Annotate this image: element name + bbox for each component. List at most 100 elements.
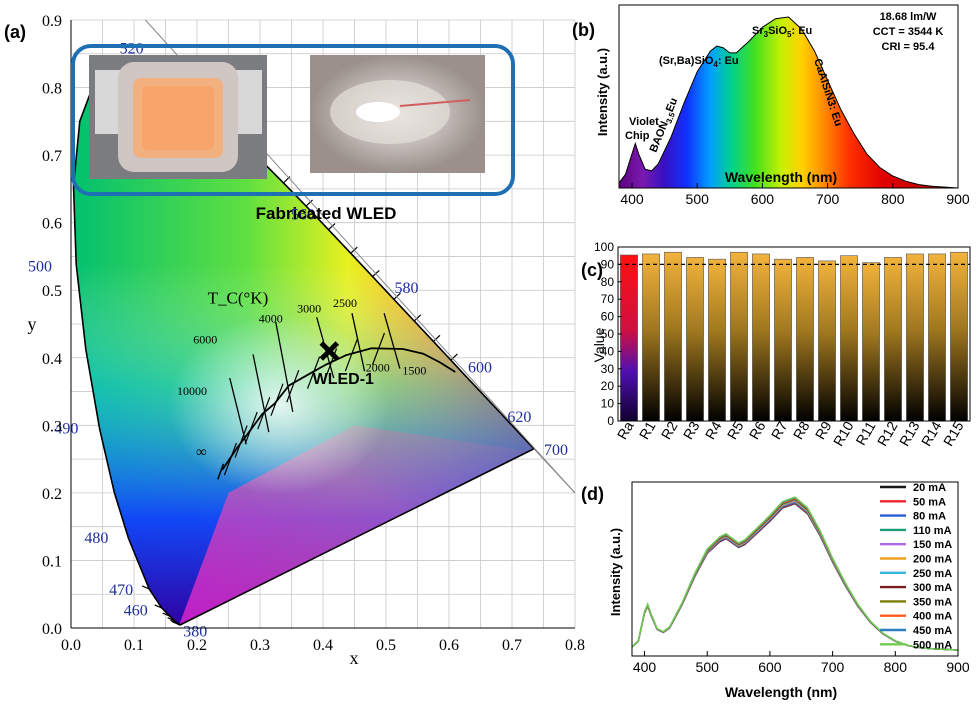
plot-frame	[618, 4, 959, 189]
srbasio-label: (Sr,Ba)SiO4: Eu	[659, 55, 739, 69]
wavelength-label: 460	[124, 603, 148, 620]
y-tick-label: 70	[601, 292, 615, 306]
isotemperature-line	[286, 369, 300, 403]
wavelength-label: 560	[291, 206, 315, 223]
x-tick-label: 0.3	[250, 637, 270, 654]
bar	[950, 251, 968, 422]
y-tick-label: 90	[601, 257, 615, 271]
category-label: R8	[790, 418, 813, 442]
category-label: R3	[680, 418, 703, 442]
locus-tick	[154, 604, 162, 609]
isotemperature-6000	[252, 354, 270, 433]
panel-label-c: (c)	[581, 260, 603, 280]
cct-label: 1500	[402, 364, 426, 378]
y-axis-label-d: Intensity (a.u.)	[608, 528, 623, 616]
y-tick-label: 0.3	[42, 418, 62, 435]
y-tick-label: 10	[601, 397, 615, 411]
isotemperature-line	[371, 332, 386, 366]
x-tick-label: 700	[816, 191, 840, 207]
cct-annotation: CCT = 3544 K	[873, 26, 944, 38]
y-axis-label: y	[28, 314, 37, 334]
y-tick-label: 100	[594, 240, 614, 254]
bar	[642, 253, 660, 422]
locus-tick	[413, 314, 422, 322]
y-tick-label: 0.4	[42, 351, 62, 368]
isotemperature-4000	[275, 321, 294, 412]
series-line	[631, 498, 959, 651]
wavelength-label: 620	[507, 409, 531, 426]
lit-led-photo	[310, 55, 485, 173]
legend-label: 50 mA	[913, 496, 946, 508]
category-label: R14	[918, 418, 945, 448]
x-axis-label: x	[350, 648, 359, 668]
bar	[840, 255, 858, 422]
category-label: R13	[896, 418, 923, 448]
x-tick-label: 800	[884, 659, 908, 675]
isotemperature-2000	[383, 313, 401, 369]
cie-axes: 0.0 0.1 0.2 0.3 0.4 0.5 0.6 0.7 0.8 0.0 0.1 0.2 0.3 0…	[42, 13, 585, 654]
violet-label: Violet	[629, 116, 659, 128]
locus-tick	[167, 617, 175, 622]
cri-annotation: CRI = 95.4	[882, 41, 936, 53]
efficacy-annotation: 18.68 lm/W	[880, 11, 937, 23]
series-line	[631, 497, 959, 651]
legend-label: 400 mA	[913, 611, 952, 623]
y-axis-label-c: Value	[591, 327, 607, 362]
planckian-locus: 10000 6000 4000 3000 2500 2000 1500 ∞ T_C(°K) WLE…	[177, 289, 456, 480]
category-label: R12	[874, 418, 901, 448]
legend-label: 350 mA	[913, 596, 952, 608]
series-line	[631, 498, 959, 651]
spectrum-fill	[619, 17, 958, 188]
y-tick-label: 30	[601, 362, 615, 376]
legend-label: 500 mA	[913, 639, 952, 651]
x-tick-label: 0.6	[439, 637, 459, 654]
y-tick-label: 40	[601, 344, 615, 358]
series-line	[631, 496, 959, 651]
panel-a-cie-diagram: (a) 10000 6000 4000 3000 2500 2000 1500 ∞ T_C(°K…	[4, 13, 585, 668]
y-tick-label: 80	[601, 275, 615, 289]
legend-label: 200 mA	[913, 554, 952, 566]
legend-label: 20 mA	[913, 482, 946, 494]
isotemperature-10000	[229, 377, 247, 445]
spectrum-axes: 400 500 600 700 800 900	[618, 4, 970, 207]
cct-label: ∞	[196, 444, 207, 460]
legend-label: 110 mA	[913, 525, 952, 537]
category-label: R7	[768, 418, 791, 442]
category-label: R5	[724, 418, 747, 442]
chip-label: Chip	[625, 130, 650, 142]
y-axis-label-b: Intensity (a.u.)	[595, 48, 610, 136]
locus-tick	[328, 223, 336, 231]
sr3sio5-label: Sr3SiO5: Eu	[752, 25, 812, 39]
planckian-locus-label: T_C(°K)	[208, 289, 269, 308]
y-tick-label: 50	[601, 327, 615, 341]
y-tick-label: 0.9	[42, 13, 62, 30]
legend-label: 450 mA	[913, 625, 952, 637]
panel-label-a: (a)	[4, 22, 26, 42]
wled-point-marker	[319, 341, 340, 361]
series-line	[631, 502, 959, 651]
category-label: R6	[746, 418, 769, 442]
y-tick-label: 0.1	[42, 553, 62, 570]
cct-label: 2500	[333, 296, 357, 310]
y-tick-label: 20	[601, 379, 615, 393]
bar	[862, 262, 880, 422]
x-tick-label: 0.0	[61, 637, 81, 654]
isotemperature-line	[344, 338, 358, 372]
y-tick-label: 0.6	[42, 216, 62, 233]
spectra-lines	[631, 496, 959, 651]
bar	[730, 251, 748, 422]
locus-tick	[305, 199, 313, 207]
x-tick-label: 0.2	[187, 637, 207, 654]
locus-tick	[393, 292, 401, 300]
x-tick-label: 600	[758, 659, 782, 675]
line-axes: 400 500 600 700 800 900	[631, 481, 970, 675]
locus-tick	[162, 612, 170, 617]
category-label: R15	[940, 418, 967, 448]
x-tick-label: 900	[946, 191, 970, 207]
x-tick-label: 400	[633, 659, 657, 675]
category-label: Ra	[614, 418, 637, 442]
isotemperature-line	[306, 356, 321, 389]
wavelength-label: 600	[468, 360, 492, 377]
